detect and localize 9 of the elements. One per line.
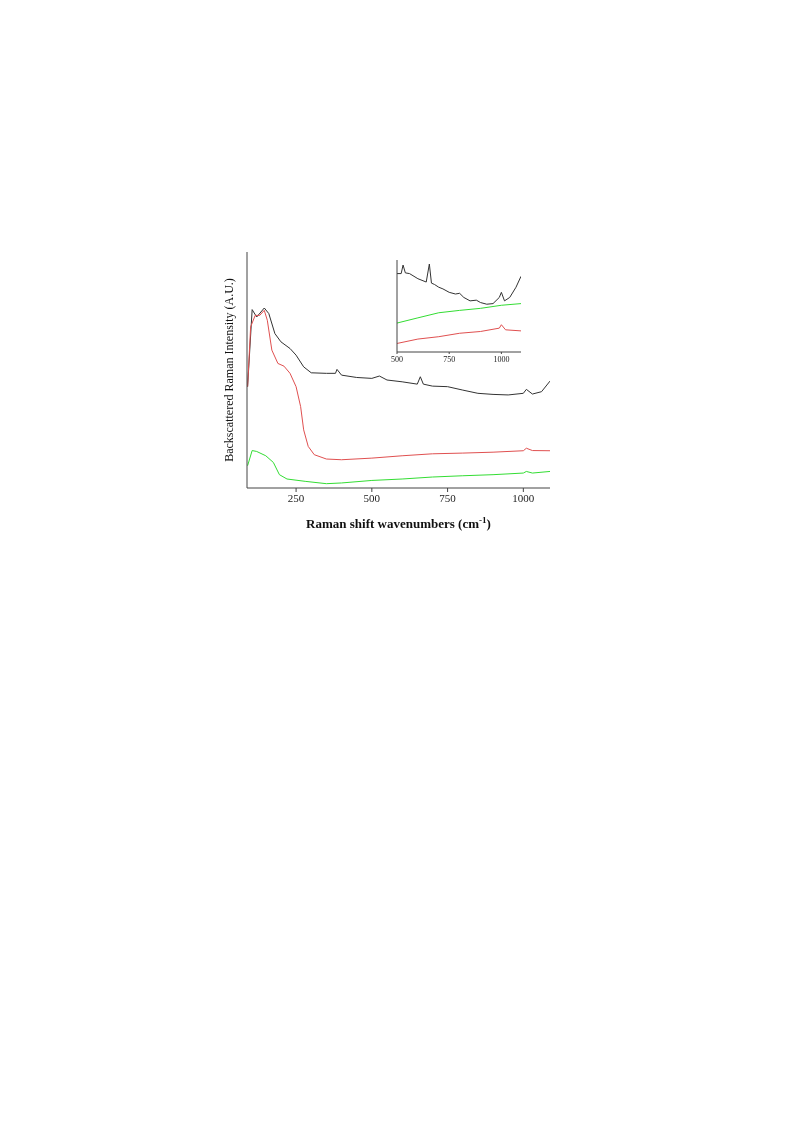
x-tick-label: 750	[439, 491, 457, 504]
x-tick-label: 500	[391, 354, 403, 364]
x-axis-title: Raman shift wavenumbers (cm$^{-1}$)	[306, 515, 491, 531]
x-tick-label: 250	[287, 491, 305, 504]
x-tick-label: 750	[443, 354, 456, 364]
x-tick-label: 1000	[512, 491, 535, 504]
x-tick-label: 1000	[493, 354, 510, 364]
y-axis-title: Backscattered Raman Intensity (A.U.)	[222, 278, 236, 462]
x-tick-label: 500	[363, 491, 381, 504]
